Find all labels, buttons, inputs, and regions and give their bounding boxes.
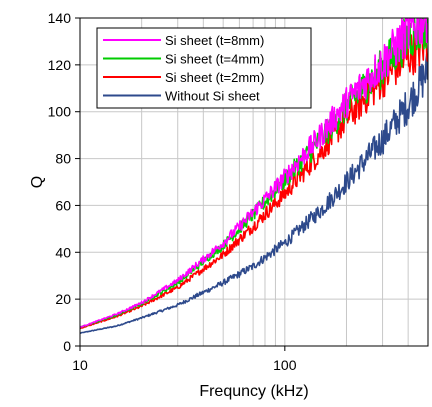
x-axis-title: Frequncy (kHz): [199, 383, 308, 400]
tick-layer: 0 20 40 60 80 100 120 140 10 100: [48, 10, 297, 373]
y-tick-label: 120: [48, 57, 72, 73]
x-tick-label: 10: [72, 357, 88, 373]
y-tick-label: 140: [48, 10, 72, 26]
y-tick-label: 0: [63, 338, 71, 354]
y-tick-label: 20: [55, 291, 71, 307]
series-layer: [80, 18, 428, 334]
plot-frame: [79, 17, 429, 347]
y-tick-label: 40: [55, 244, 71, 260]
legend-label-si-sheet-t-2mm: Si sheet (t=2mm): [165, 70, 264, 85]
series-line-si-sheet-t-8mm: [80, 18, 428, 328]
legend-label-without-si-sheet: Without Si sheet: [165, 89, 260, 104]
y-tick-label: 60: [55, 197, 71, 213]
x-tick-label: 100: [273, 357, 297, 373]
series-line-without-si-sheet: [80, 53, 428, 334]
legend-label-si-sheet-t-8mm: Si sheet (t=8mm): [165, 33, 264, 48]
legend: Si sheet (t=8mm) Si sheet (t=4mm) Si sheet…: [96, 27, 312, 109]
y-tick-label: 100: [48, 104, 72, 120]
y-tick-label: 80: [55, 151, 71, 167]
y-axis-title: Q: [29, 176, 46, 188]
legend-label-si-sheet-t-4mm: Si sheet (t=4mm): [165, 52, 264, 67]
